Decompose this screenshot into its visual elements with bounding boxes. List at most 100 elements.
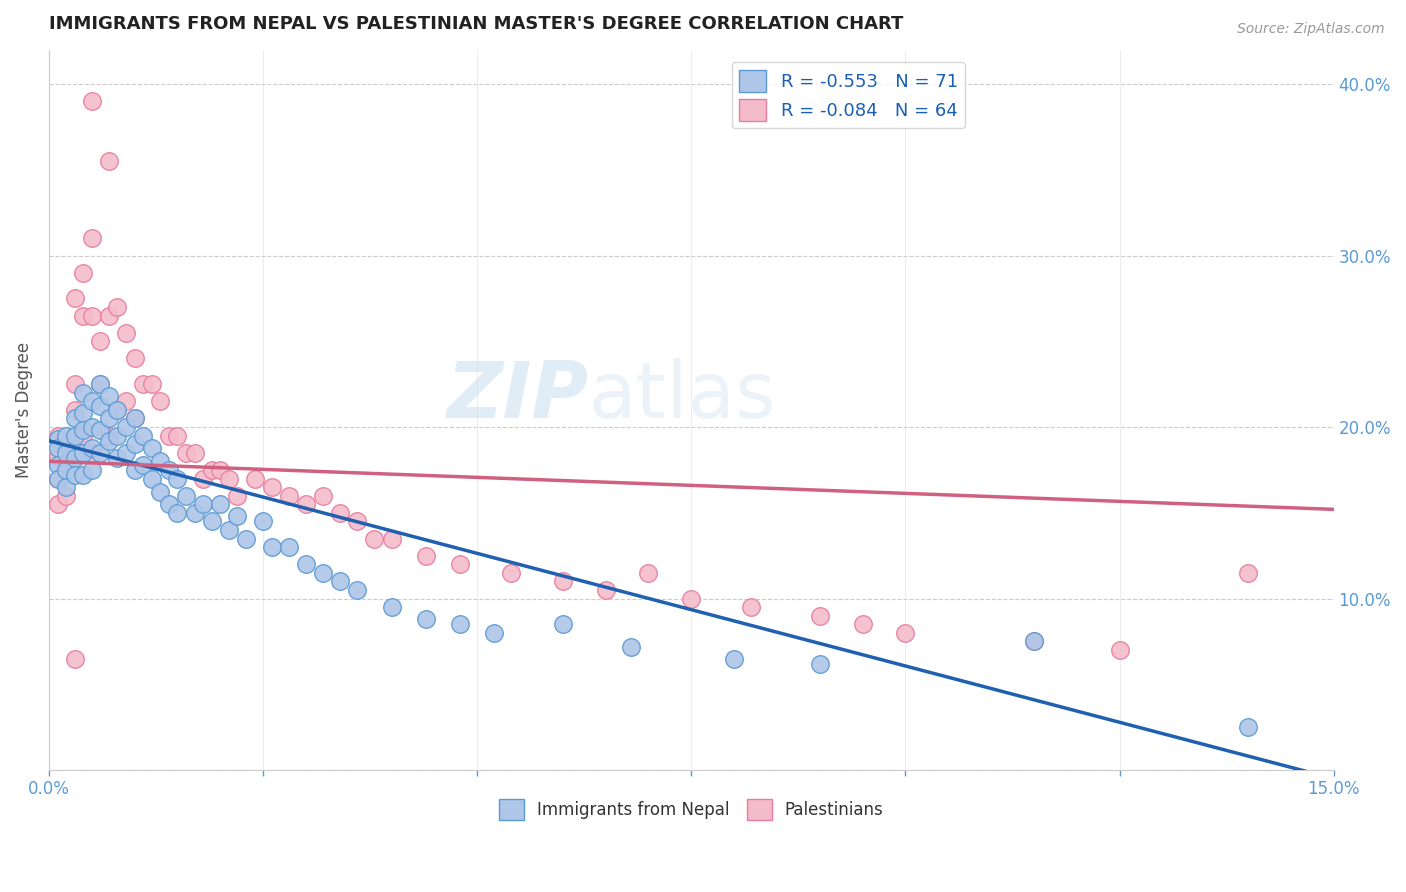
Text: Source: ZipAtlas.com: Source: ZipAtlas.com [1237, 22, 1385, 37]
Point [63, 292, 86, 306]
Point [107, 450, 129, 465]
Point [312, 489, 335, 503]
Point [501, 566, 523, 580]
Point [183, 446, 205, 460]
Point [295, 497, 318, 511]
Point [107, 300, 129, 314]
Text: IMMIGRANTS FROM NEPAL VS PALESTINIAN MASTER'S DEGREE CORRELATION CHART: IMMIGRANTS FROM NEPAL VS PALESTINIAN MAS… [49, 15, 903, 33]
Point [132, 458, 155, 472]
Point [209, 463, 232, 477]
Point [740, 600, 762, 615]
Point [46, 471, 69, 485]
Point [277, 540, 299, 554]
Point [449, 558, 471, 572]
Point [329, 506, 352, 520]
Point [55, 480, 77, 494]
Point [72, 468, 94, 483]
Point [218, 471, 240, 485]
Point [1022, 634, 1045, 648]
Point [80, 420, 103, 434]
Point [80, 95, 103, 109]
Point [277, 489, 299, 503]
Point [46, 449, 69, 463]
Point [551, 617, 574, 632]
Point [166, 428, 188, 442]
Point [46, 497, 69, 511]
Point [80, 231, 103, 245]
Point [201, 463, 224, 477]
Point [97, 434, 120, 448]
Point [1237, 566, 1260, 580]
Legend: Immigrants from Nepal, Palestinians: Immigrants from Nepal, Palestinians [492, 793, 890, 827]
Point [124, 411, 146, 425]
Point [46, 458, 69, 472]
Point [89, 334, 111, 349]
Point [63, 377, 86, 392]
Point [808, 657, 831, 671]
Point [63, 428, 86, 442]
Point [174, 446, 197, 460]
Point [166, 506, 188, 520]
Point [363, 532, 385, 546]
Point [107, 403, 129, 417]
Point [89, 424, 111, 438]
Point [149, 454, 172, 468]
Point [723, 651, 745, 665]
Text: ZIP: ZIP [446, 358, 589, 434]
Point [157, 428, 180, 442]
Point [46, 428, 69, 442]
Point [312, 566, 335, 580]
Point [63, 468, 86, 483]
Point [149, 485, 172, 500]
Point [346, 514, 368, 528]
Point [97, 309, 120, 323]
Point [55, 458, 77, 472]
Point [141, 471, 163, 485]
Point [72, 309, 94, 323]
Point [380, 532, 402, 546]
Point [89, 446, 111, 460]
Point [415, 549, 437, 563]
Point [63, 450, 86, 465]
Point [72, 446, 94, 460]
Point [218, 523, 240, 537]
Point [97, 411, 120, 425]
Point [894, 625, 917, 640]
Point [72, 428, 94, 442]
Point [63, 403, 86, 417]
Point [80, 463, 103, 477]
Point [157, 497, 180, 511]
Point [226, 509, 249, 524]
Point [72, 385, 94, 400]
Point [380, 600, 402, 615]
Point [89, 400, 111, 414]
Point [107, 403, 129, 417]
Point [243, 471, 266, 485]
Point [1022, 634, 1045, 648]
Point [97, 428, 120, 442]
Point [551, 574, 574, 589]
Point [72, 406, 94, 420]
Point [191, 471, 214, 485]
Point [63, 411, 86, 425]
Point [166, 471, 188, 485]
Point [808, 608, 831, 623]
Point [252, 514, 274, 528]
Point [63, 651, 86, 665]
Point [115, 420, 138, 434]
Point [55, 446, 77, 460]
Point [124, 463, 146, 477]
Text: atlas: atlas [589, 358, 776, 434]
Point [484, 625, 506, 640]
Point [449, 617, 471, 632]
Point [115, 394, 138, 409]
Point [346, 582, 368, 597]
Point [681, 591, 703, 606]
Point [260, 480, 283, 494]
Y-axis label: Master's Degree: Master's Degree [15, 342, 32, 478]
Point [209, 497, 232, 511]
Point [595, 582, 617, 597]
Point [46, 432, 69, 446]
Point [55, 428, 77, 442]
Point [226, 489, 249, 503]
